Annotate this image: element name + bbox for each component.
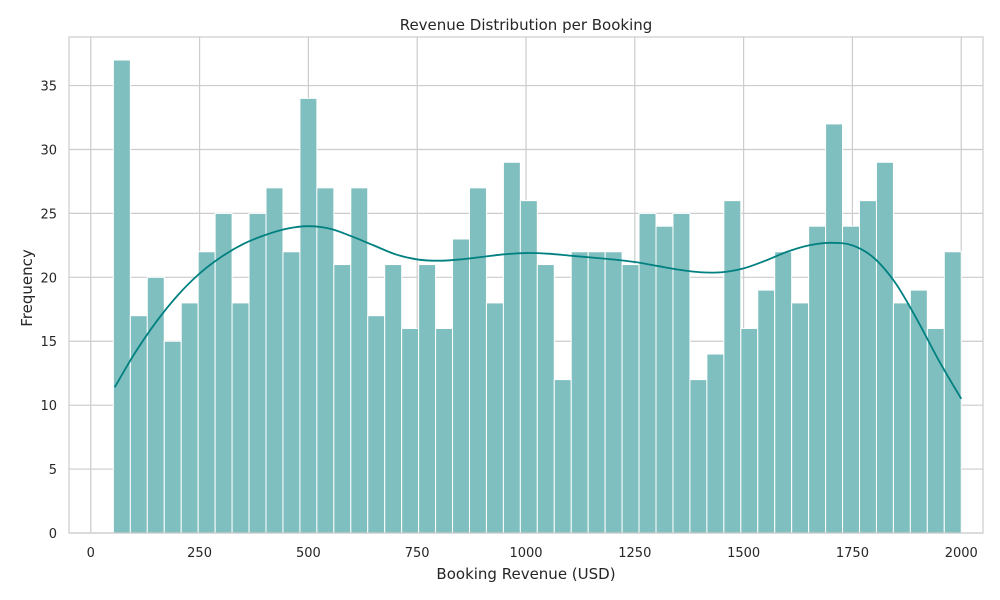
- histogram-bar: [214, 212, 233, 534]
- histogram-bar: [180, 302, 199, 534]
- x-axis-label: Booking Revenue (USD): [436, 565, 615, 583]
- histogram-bar: [248, 212, 267, 534]
- kde-curve: [113, 225, 963, 400]
- histogram-bar: [655, 225, 674, 534]
- y-axis-label: Frequency: [18, 249, 36, 327]
- histogram-bar: [112, 59, 131, 534]
- y-tick-label: 30: [40, 143, 57, 158]
- histogram-bar: [468, 187, 487, 534]
- y-tick-label: 5: [49, 463, 57, 478]
- y-tick-label: 35: [40, 80, 57, 95]
- histogram-bar: [384, 264, 403, 534]
- histogram-bar: [757, 289, 776, 534]
- histogram-bar: [519, 200, 538, 534]
- histogram-bar: [604, 251, 623, 534]
- x-tick-label: 250: [187, 546, 212, 561]
- y-tick-labels: 0 5 10 15 20 25 30 35: [40, 80, 57, 542]
- histogram-bar: [316, 187, 335, 534]
- histogram-bar: [740, 327, 759, 534]
- histogram-bar: [909, 289, 928, 534]
- histogram-bar: [435, 327, 454, 534]
- histogram-bar: [842, 225, 860, 534]
- histogram-bar: [892, 302, 911, 534]
- histogram-bar: [536, 264, 555, 534]
- histogram-bar: [502, 161, 521, 534]
- chart-title: Revenue Distribution per Booking: [400, 16, 653, 34]
- histogram-bar: [570, 251, 589, 534]
- histogram-bar: [587, 251, 606, 534]
- histogram-bar: [926, 327, 945, 534]
- x-tick-label: 0: [87, 546, 95, 561]
- y-tick-label: 15: [40, 335, 57, 350]
- y-tick-label: 20: [40, 271, 57, 286]
- histogram-bar: [197, 251, 216, 534]
- x-tick-label: 1500: [727, 546, 760, 561]
- x-tick-label: 1750: [836, 546, 869, 561]
- histogram-bar: [401, 327, 420, 534]
- histogram-bar: [265, 187, 284, 534]
- bars-layer: [112, 59, 962, 534]
- histogram-bar: [638, 212, 657, 534]
- x-tick-label: 1250: [618, 546, 651, 561]
- histogram-bar: [774, 251, 793, 534]
- plot-frame: [68, 36, 984, 534]
- histogram-bar: [706, 353, 725, 534]
- histogram-bar: [452, 238, 470, 534]
- histogram-bar: [723, 200, 742, 534]
- histogram-bar: [163, 340, 182, 534]
- histogram-bar: [825, 123, 844, 534]
- y-tick-label: 25: [40, 207, 57, 222]
- y-tick-label: 10: [40, 399, 57, 414]
- x-tick-label: 750: [405, 546, 430, 561]
- histogram-bar: [418, 264, 437, 534]
- histogram-bar: [282, 251, 301, 534]
- histogram-bar: [672, 212, 691, 534]
- histogram-bar: [553, 379, 572, 534]
- histogram-bar: [875, 161, 894, 534]
- x-tick-label: 1000: [509, 546, 542, 561]
- histogram-bar: [333, 264, 352, 534]
- histogram-bar: [689, 379, 708, 534]
- histogram-bar: [621, 264, 640, 534]
- histogram-bar: [943, 251, 962, 534]
- x-tick-label: 500: [296, 546, 321, 561]
- histogram-bar: [367, 315, 386, 534]
- histogram-bar: [791, 302, 810, 534]
- histogram-bar: [485, 302, 504, 534]
- x-tick-labels: 0 250 500 750 1000 1250 1500 1750 2000: [87, 546, 978, 561]
- x-tick-label: 2000: [945, 546, 978, 561]
- histogram-bar: [299, 97, 318, 534]
- histogram-bar: [808, 225, 827, 534]
- histogram-bar: [231, 302, 250, 534]
- y-tick-label: 0: [49, 527, 57, 542]
